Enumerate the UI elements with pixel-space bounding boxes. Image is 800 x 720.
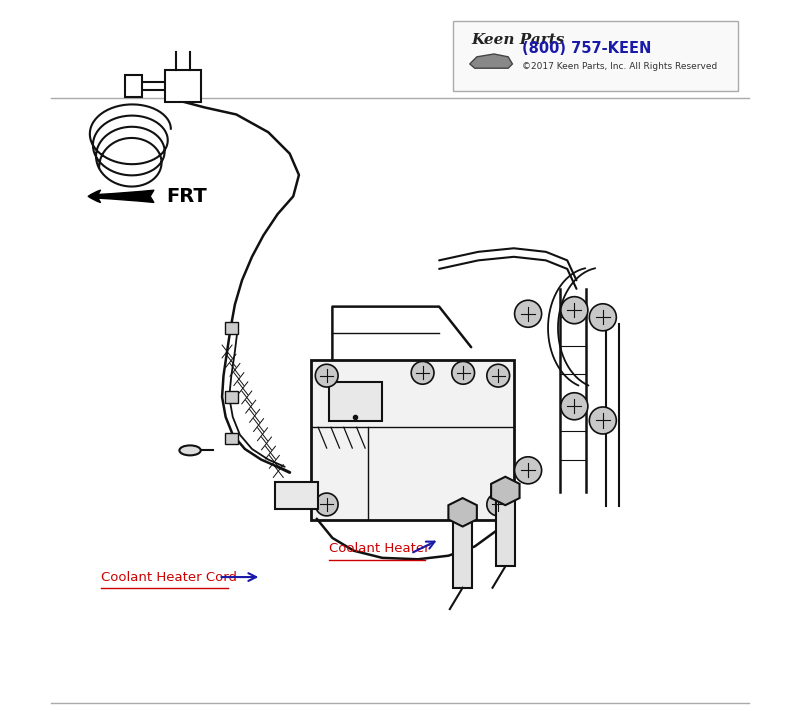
Polygon shape xyxy=(448,498,477,526)
Bar xyxy=(225,433,238,444)
Bar xyxy=(454,519,472,588)
Bar xyxy=(275,482,318,510)
Bar xyxy=(454,22,738,91)
Circle shape xyxy=(590,407,616,434)
Circle shape xyxy=(561,297,588,324)
Ellipse shape xyxy=(179,446,201,455)
Circle shape xyxy=(315,364,338,387)
Circle shape xyxy=(487,493,510,516)
Bar xyxy=(165,71,201,102)
Bar xyxy=(225,323,238,333)
Text: Coolant Heater Cord: Coolant Heater Cord xyxy=(101,570,237,583)
Circle shape xyxy=(514,456,542,484)
Text: (800) 757-KEEN: (800) 757-KEEN xyxy=(522,41,652,55)
Circle shape xyxy=(514,300,542,328)
Bar xyxy=(496,498,514,567)
Text: Keen Parts: Keen Parts xyxy=(471,32,565,47)
Text: ©2017 Keen Parts, Inc. All Rights Reserved: ©2017 Keen Parts, Inc. All Rights Reserv… xyxy=(522,63,718,71)
Polygon shape xyxy=(470,54,513,68)
Bar xyxy=(225,391,238,402)
Circle shape xyxy=(315,493,338,516)
Circle shape xyxy=(590,304,616,330)
Bar xyxy=(125,75,142,97)
Text: Coolant Heater: Coolant Heater xyxy=(329,542,430,555)
Circle shape xyxy=(411,361,434,384)
Polygon shape xyxy=(491,477,519,505)
Bar xyxy=(311,360,514,520)
Circle shape xyxy=(561,392,588,420)
Bar xyxy=(329,382,382,421)
Circle shape xyxy=(487,364,510,387)
Circle shape xyxy=(452,361,474,384)
Text: FRT: FRT xyxy=(166,186,207,206)
